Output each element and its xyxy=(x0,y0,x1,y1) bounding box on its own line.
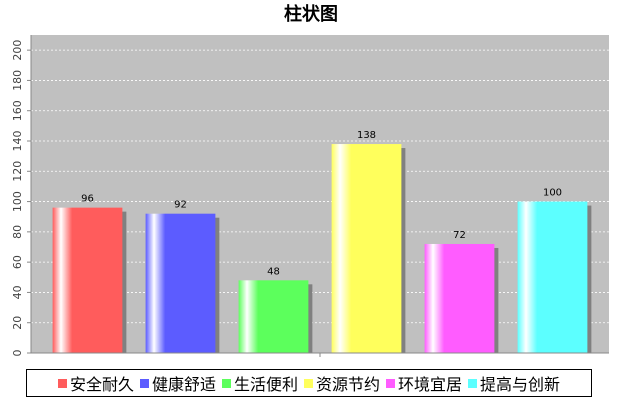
bar xyxy=(238,280,309,353)
y-tick-label: 200 xyxy=(11,40,24,61)
legend-item: 提高与创新 xyxy=(468,371,560,395)
grid-lines xyxy=(31,49,609,324)
legend-label: 健康舒适 xyxy=(151,375,216,394)
legend-swatch xyxy=(386,378,396,388)
legend-item: 环境宜居 xyxy=(386,371,462,395)
data-label: 92 xyxy=(174,200,187,211)
legend-swatch xyxy=(57,378,67,388)
bar xyxy=(517,201,588,353)
y-tick-label: 140 xyxy=(11,131,24,152)
data-label: 48 xyxy=(267,266,280,277)
legend-label: 安全耐久 xyxy=(69,375,134,394)
y-tick-label: 20 xyxy=(11,316,24,330)
y-tick-label: 160 xyxy=(11,100,24,121)
plot-area xyxy=(31,35,609,353)
x-axis xyxy=(31,352,609,357)
legend-item: 安全耐久 xyxy=(57,371,134,395)
legend-swatch xyxy=(139,378,149,388)
y-tick-label: 80 xyxy=(11,225,24,239)
data-label: 96 xyxy=(81,194,94,205)
bars: 96 92 48 138 72 100 xyxy=(52,130,592,353)
legend-label: 生活便利 xyxy=(233,375,298,394)
chart-title: 柱状图 xyxy=(284,3,338,25)
legend-item: 生活便利 xyxy=(221,371,298,395)
legend-swatch xyxy=(221,378,231,388)
y-tick-label: 40 xyxy=(11,285,24,299)
y-tick-label: 180 xyxy=(11,70,24,91)
data-label: 100 xyxy=(543,188,562,199)
legend: 安全耐久 健康舒适 生活便利 资源节约 环境宜居 提高与创新 xyxy=(26,369,592,397)
legend-label: 环境宜居 xyxy=(398,375,463,394)
bar xyxy=(145,213,216,353)
y-tick-label: 100 xyxy=(11,191,24,212)
y-tick-label: 0 xyxy=(11,350,24,357)
bar xyxy=(424,243,495,353)
data-label: 72 xyxy=(453,230,466,241)
legend-label: 资源节约 xyxy=(316,375,381,394)
bar xyxy=(331,144,402,353)
data-label: 138 xyxy=(357,130,376,141)
legend-label: 提高与创新 xyxy=(480,375,561,394)
legend-swatch xyxy=(304,378,313,388)
bar xyxy=(52,207,123,353)
legend-swatch xyxy=(468,378,478,388)
y-axis: 0 20 40 60 80 100 120 140 160 180 200 xyxy=(11,35,32,357)
legend-item: 资源节约 xyxy=(304,371,380,395)
y-tick-label: 120 xyxy=(11,161,24,182)
y-tick-label: 60 xyxy=(11,255,24,269)
legend-item: 健康舒适 xyxy=(139,371,216,395)
